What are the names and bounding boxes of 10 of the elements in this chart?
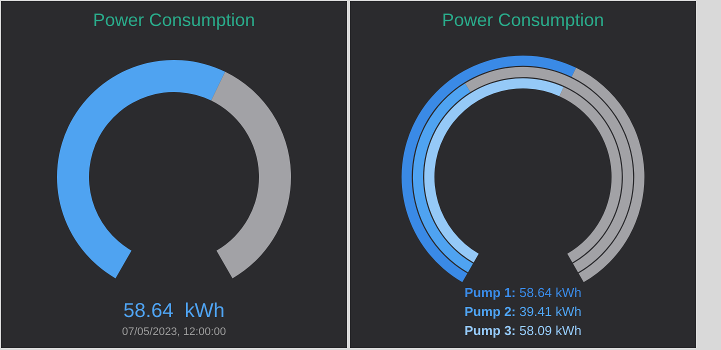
chart-title: Power Consumption <box>442 10 604 30</box>
slice-label: Pump 3: <box>464 323 520 338</box>
text: 07/05/2023, 12:00:00 <box>122 326 226 338</box>
text: 58.09 kWh <box>519 323 582 338</box>
chart-title: Power Consumption <box>92 10 256 30</box>
slice-label: Pump 2: <box>464 304 520 319</box>
text: 58.64 kWh <box>519 285 582 300</box>
slice-label: Pump 1: <box>464 285 520 300</box>
text: 58.64 kWh <box>123 300 225 322</box>
text: 39.41 kWh <box>519 304 582 319</box>
